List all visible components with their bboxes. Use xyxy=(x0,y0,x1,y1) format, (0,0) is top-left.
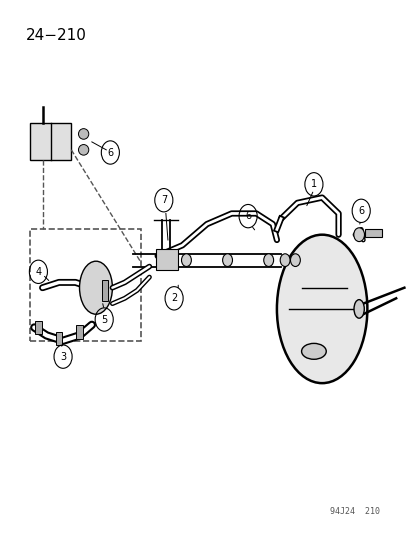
Circle shape xyxy=(222,254,232,266)
Ellipse shape xyxy=(78,144,88,155)
Bar xyxy=(76,325,83,338)
Bar xyxy=(155,249,178,270)
Bar xyxy=(55,332,62,345)
Circle shape xyxy=(181,254,191,266)
Ellipse shape xyxy=(79,261,112,314)
Circle shape xyxy=(290,254,299,266)
Text: 2: 2 xyxy=(171,293,177,303)
Circle shape xyxy=(353,228,363,241)
Bar xyxy=(102,280,108,301)
Text: 3: 3 xyxy=(60,352,66,361)
Text: 94J24  210: 94J24 210 xyxy=(329,507,379,516)
Text: 6: 6 xyxy=(107,148,113,158)
Text: 1: 1 xyxy=(310,179,316,189)
Bar xyxy=(35,321,42,334)
Bar xyxy=(364,229,381,237)
Text: 24−210: 24−210 xyxy=(26,28,87,43)
Ellipse shape xyxy=(353,300,363,318)
Circle shape xyxy=(280,254,290,266)
Ellipse shape xyxy=(78,128,88,139)
Text: 6: 6 xyxy=(244,211,251,221)
Text: 7: 7 xyxy=(160,195,166,205)
Ellipse shape xyxy=(301,343,325,359)
Text: 5: 5 xyxy=(101,314,107,325)
Circle shape xyxy=(263,254,273,266)
Text: 6: 6 xyxy=(357,206,363,216)
Bar xyxy=(30,123,71,160)
Ellipse shape xyxy=(276,235,366,383)
Text: 4: 4 xyxy=(35,267,41,277)
Bar xyxy=(30,229,141,341)
